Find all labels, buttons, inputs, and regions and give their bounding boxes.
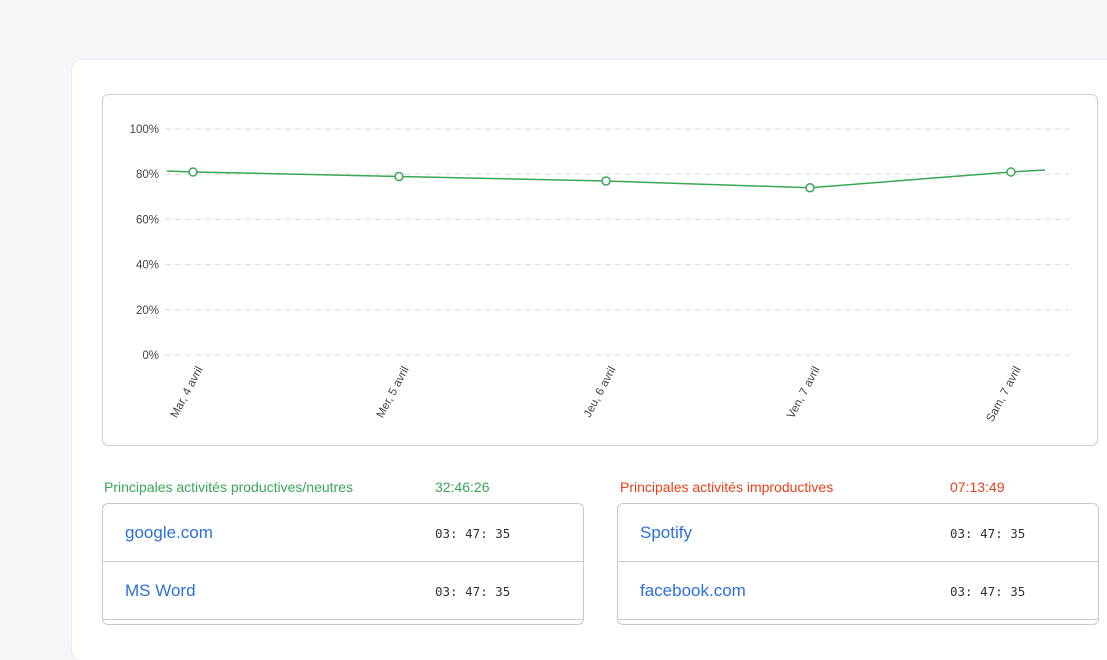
- unproductive-section-title: Principales activités improductives: [620, 479, 834, 495]
- activity-duration: 03: 47: 35: [950, 526, 1026, 541]
- y-tick-label: 40%: [136, 260, 159, 272]
- y-tick-label: 100%: [130, 124, 159, 136]
- data-point[interactable]: [601, 176, 611, 186]
- x-tick-label: Ven, 7 avril: [785, 365, 822, 421]
- table-row[interactable]: google.com 03: 47: 35: [103, 504, 583, 562]
- activity-duration: 03: 47: 35: [435, 584, 511, 599]
- unproductive-activities-table: Spotify 03: 47: 35 facebook.com 03: 47: …: [617, 503, 1099, 625]
- y-tick-label: 80%: [136, 169, 159, 181]
- productive-total-time: 32:46:26: [435, 479, 490, 495]
- data-point[interactable]: [1006, 167, 1016, 177]
- table-row[interactable]: Spotify 03: 47: 35: [618, 504, 1098, 562]
- y-tick-label: 0%: [142, 350, 159, 362]
- y-tick-label: 20%: [136, 305, 159, 317]
- data-point[interactable]: [188, 167, 198, 177]
- productive-activities-table: google.com 03: 47: 35 MS Word 03: 47: 35: [102, 503, 584, 625]
- table-row[interactable]: facebook.com 03: 47: 35: [618, 562, 1098, 620]
- activity-duration: 03: 47: 35: [435, 526, 511, 541]
- x-tick-label: Sam, 7 avril: [985, 365, 1024, 424]
- x-tick-label: Jeu, 6 avril: [582, 365, 619, 420]
- activity-name[interactable]: google.com: [125, 523, 213, 542]
- x-tick-label: Mar, 4 avril: [169, 365, 206, 420]
- activity-name[interactable]: MS Word: [125, 581, 196, 600]
- productivity-line-chart: 100% 80% 60% 40% 20% 0% Mar, 4 avril Mer, 5 avr…: [102, 94, 1098, 446]
- activity-duration: 03: 47: 35: [950, 584, 1026, 599]
- data-point[interactable]: [805, 183, 815, 193]
- data-point[interactable]: [394, 171, 404, 182]
- y-tick-label: 60%: [136, 214, 159, 226]
- productive-section-title: Principales activités productives/neutre…: [104, 479, 354, 495]
- x-tick-label: Mer, 5 avril: [375, 365, 412, 420]
- activity-name[interactable]: Spotify: [640, 523, 692, 542]
- unproductive-total-time: 07:13:49: [950, 479, 1005, 495]
- table-row[interactable]: MS Word 03: 47: 35: [103, 562, 583, 620]
- activity-name[interactable]: facebook.com: [640, 581, 746, 600]
- chart-svg: 100% 80% 60% 40% 20% 0% Mar, 4 avril Mer, 5 avr…: [130, 124, 1069, 424]
